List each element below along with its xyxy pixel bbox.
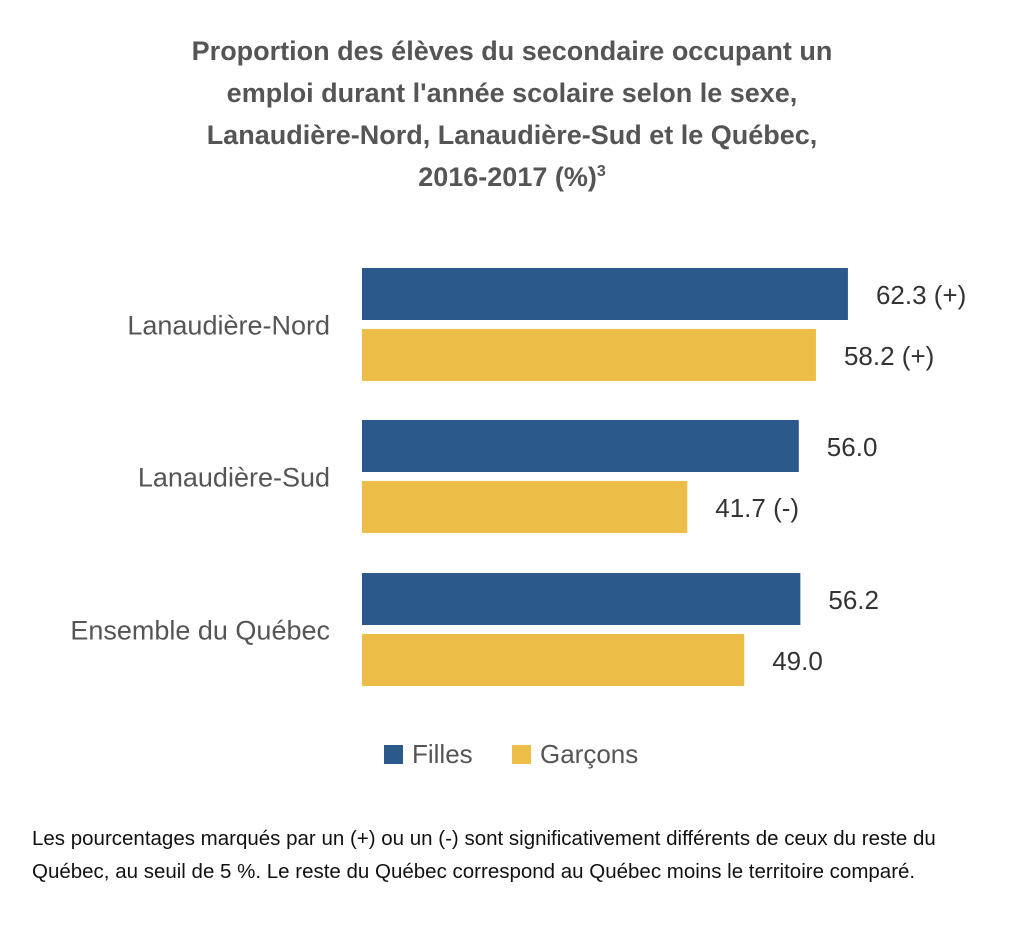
bar-filles-0 [362, 268, 848, 320]
bar-chart: Lanaudière-Nord 62.3 (+) 58.2 (+) Lanaudièr… [70, 268, 966, 769]
legend-label-filles: Filles [412, 739, 473, 769]
data-label: 41.7 (-) [715, 493, 799, 523]
data-label: 49.0 [772, 646, 823, 676]
legend-label-garcons: Garçons [540, 739, 638, 769]
bar-filles-2 [362, 573, 801, 625]
data-label: 62.3 (+) [876, 280, 966, 310]
title-line-4: 2016-2017 (%)3 [0, 156, 1024, 198]
legend-swatch-filles [384, 745, 403, 764]
category-label: Ensemble du Québec [70, 616, 330, 646]
title-line-1: Proportion des élèves du secondaire occu… [191, 36, 833, 66]
data-label: 58.2 (+) [844, 341, 934, 371]
title-line-2: emploi durant l'année scolaire selon le … [226, 78, 798, 108]
bar-garcons-0 [362, 329, 816, 381]
title-line-3: Lanaudière-Nord, Lanaudière-Sud et le Qu… [206, 120, 818, 150]
footnote: Les pourcentages marqués par un (+) ou u… [32, 827, 936, 883]
data-label: 56.0 [827, 432, 878, 462]
title-line-4-text: 2016-2017 (%) [418, 162, 597, 192]
category-label: Lanaudière-Nord [127, 311, 330, 341]
bar-garcons-1 [362, 481, 688, 533]
title-superscript: 3 [596, 163, 606, 180]
bar-filles-1 [362, 420, 799, 472]
data-label: 56.2 [828, 585, 879, 615]
legend-swatch-garcons [512, 745, 531, 764]
bar-garcons-2 [362, 634, 745, 686]
chart-title: Proportion des élèves du secondaire occu… [0, 30, 1024, 198]
category-label: Lanaudière-Sud [138, 463, 330, 493]
